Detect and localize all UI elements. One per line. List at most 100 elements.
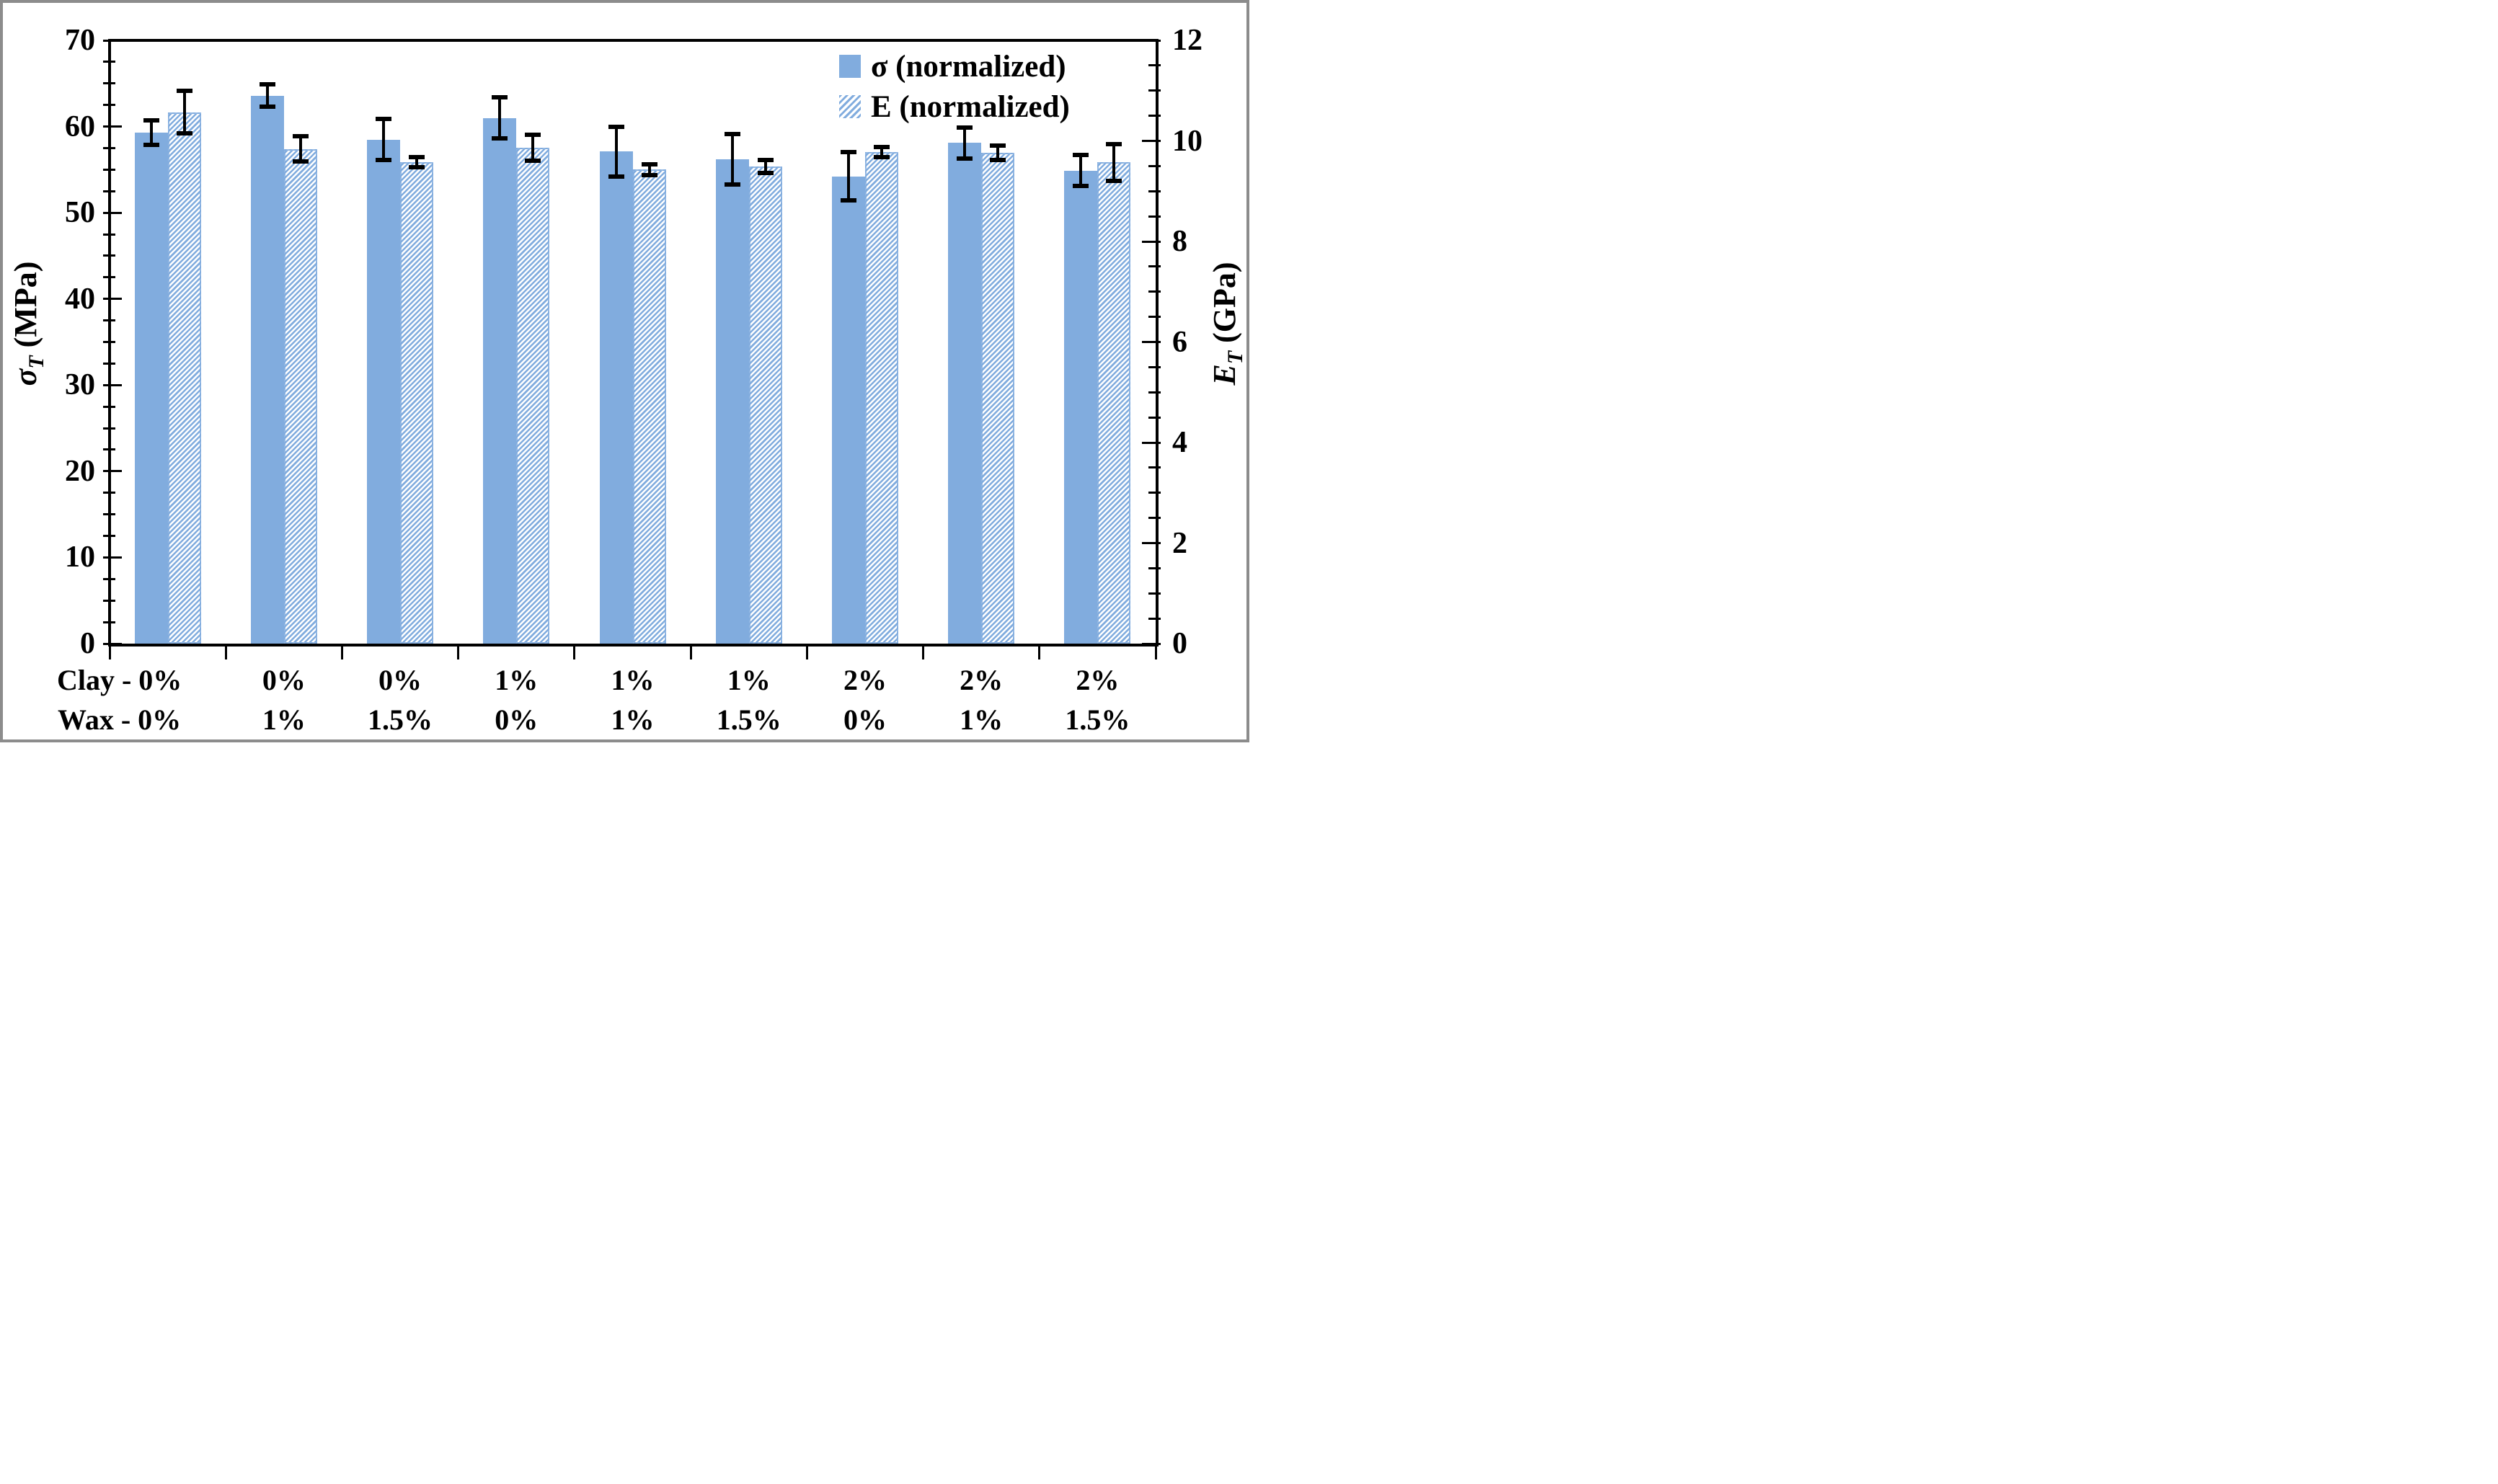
right-axis-tick-label: 4 (1172, 426, 1187, 459)
left-axis-minor-tick (103, 513, 115, 516)
e-hatched-swatch-icon (839, 95, 861, 118)
left-axis-title: σT (MPa) (7, 143, 48, 504)
right-axis-minor-tick (1148, 64, 1161, 67)
error-bar-cap-top (292, 134, 309, 139)
right-axis-tick-label: 12 (1172, 24, 1203, 57)
right-axis-minor-tick (1148, 316, 1161, 319)
right-axis-tick-label: 10 (1172, 124, 1203, 158)
error-bar-cap-bottom (873, 154, 890, 159)
x-label-wax: 0% (843, 703, 887, 736)
sigma-bar (134, 132, 168, 644)
error-bar-line (298, 136, 302, 162)
left-axis-minor-tick (103, 405, 115, 408)
left-axis-major-tick (103, 470, 122, 473)
left-axis-minor-tick (103, 341, 115, 343)
left-axis-minor-tick (103, 427, 115, 430)
sigma-error-bar (259, 81, 275, 110)
chart-figure: 0 10 20 30 40 50 60 70 0 2 4 6 8 10 12 Clay - 0% Wax - 0… (0, 0, 1249, 742)
x-label-clay: 1% (611, 664, 655, 696)
x-axis-boundary-tick (1038, 644, 1041, 659)
legend-item-e: E (normalized) (839, 88, 1070, 125)
left-axis-major-tick (103, 298, 122, 301)
error-bar-cap-bottom (492, 136, 508, 141)
right-axis-minor-tick (1148, 492, 1161, 494)
error-bar-cap-top (990, 143, 1006, 148)
error-bar-cap-bottom (1073, 184, 1089, 189)
right-axis-tick-label: 2 (1172, 526, 1187, 560)
x-label-clay: 2% (843, 664, 887, 696)
error-bar-cap-top (492, 94, 508, 99)
right-axis-minor-tick (1148, 115, 1161, 117)
e-bar (1097, 162, 1131, 644)
right-axis-minor-tick (1148, 290, 1161, 293)
right-axis-major-tick (1142, 642, 1161, 645)
error-bar-cap-bottom (409, 164, 425, 169)
error-bar-cap-bottom (1106, 178, 1122, 183)
e-error-bar (292, 134, 309, 164)
sigma-error-bar (957, 125, 973, 161)
x-label-wax: 1% (262, 703, 306, 736)
left-axis-major-tick (103, 39, 122, 42)
x-axis-boundary-tick (1154, 644, 1157, 659)
sigma-bar (1064, 170, 1098, 644)
right-axis-tick-label: 6 (1172, 325, 1187, 359)
right-axis-minor-tick (1148, 365, 1161, 368)
x-axis-boundary-tick (922, 644, 925, 659)
sigma-bar (250, 95, 284, 644)
x-label-clay: 0% (378, 664, 422, 696)
left-axis-tick-label: 70 (65, 24, 95, 57)
right-axis-tick-label: 0 (1172, 627, 1187, 660)
x-label-wax: Wax - 0% (58, 703, 182, 736)
right-axis-major-tick (1142, 39, 1161, 42)
e-error-bar (176, 89, 192, 136)
error-bar-line (730, 134, 734, 185)
error-bar-cap-bottom (292, 159, 309, 164)
error-bar-cap-top (840, 150, 856, 155)
sigma-error-bar (724, 132, 740, 187)
sigma-error-bar (1073, 153, 1089, 189)
e-error-bar (1106, 142, 1122, 183)
right-axis-minor-tick (1148, 567, 1161, 569)
left-axis-minor-tick (103, 599, 115, 602)
left-axis-minor-tick (103, 319, 115, 322)
right-axis-major-tick (1142, 441, 1161, 444)
e-subscript: T (1223, 350, 1247, 365)
error-bar-cap-bottom (608, 174, 624, 179)
left-axis-unit: (MPa) (8, 261, 43, 348)
error-bar-cap-top (1073, 153, 1089, 158)
e-bar (632, 169, 666, 644)
right-axis-minor-tick (1148, 215, 1161, 218)
right-axis-major-tick (1142, 140, 1161, 142)
right-axis-minor-tick (1148, 265, 1161, 268)
left-axis-minor-tick (103, 276, 115, 279)
legend: σ (normalized) E (normalized) (839, 48, 1070, 128)
e-symbol: E (1207, 364, 1242, 386)
error-bar-cap-top (641, 161, 657, 166)
left-axis-tick-label: 30 (65, 368, 95, 402)
x-label-wax: 1% (611, 703, 655, 736)
e-error-bar (409, 154, 425, 169)
e-error-bar (641, 161, 657, 177)
legend-label-e: E (normalized) (871, 89, 1070, 124)
e-error-bar (525, 133, 541, 164)
left-axis-tick-label: 0 (80, 627, 95, 660)
sigma-bar (715, 159, 749, 644)
e-bar (283, 148, 317, 644)
error-bar-cap-bottom (990, 157, 1006, 162)
x-label-clay: 0% (262, 664, 306, 696)
error-bar-line (880, 146, 883, 157)
sigma-error-bar (492, 94, 508, 141)
x-label-wax: 1.5% (1065, 703, 1130, 736)
legend-label-sigma: σ (normalized) (871, 49, 1066, 84)
error-bar-cap-top (143, 118, 159, 123)
error-bar-cap-top (176, 89, 192, 94)
error-bar-cap-top (957, 125, 973, 130)
error-bar-cap-top (608, 124, 624, 129)
error-bar-line (265, 84, 269, 107)
left-axis-minor-tick (103, 168, 115, 171)
left-axis-minor-tick (103, 82, 115, 85)
x-label-clay: Clay - 0% (56, 664, 182, 696)
right-axis-major-tick (1142, 240, 1161, 243)
sigma-error-bar (376, 116, 392, 163)
e-bar (981, 153, 1015, 644)
